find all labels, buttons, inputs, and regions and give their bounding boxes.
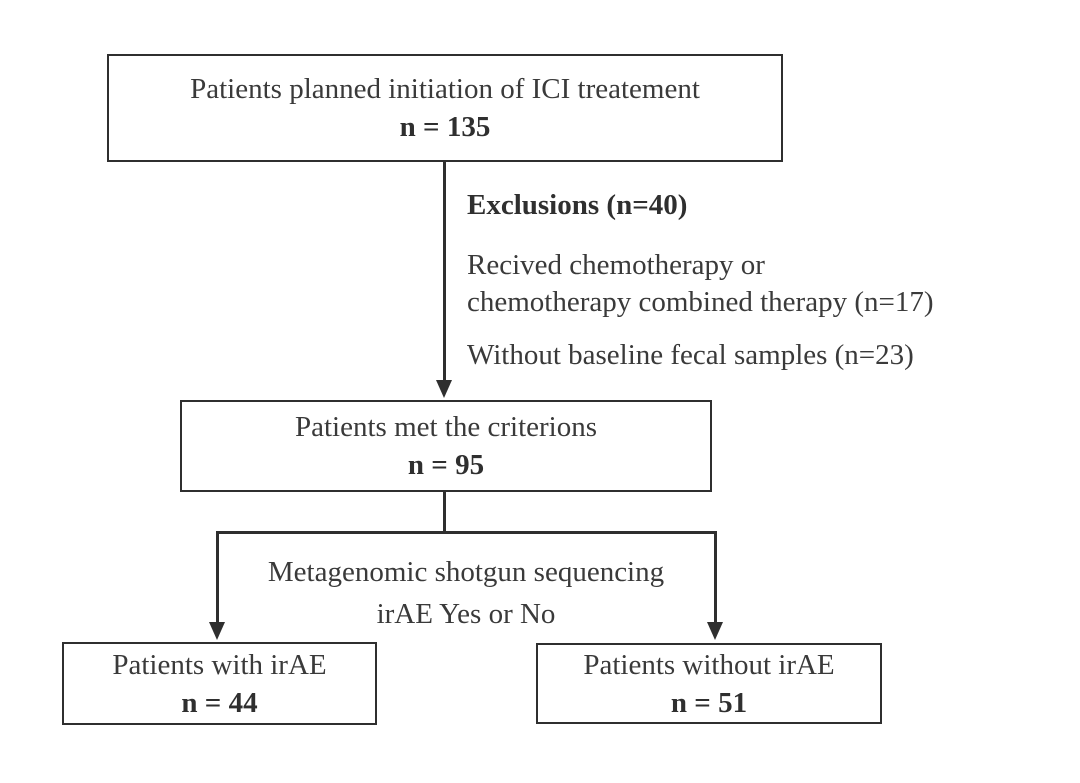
box-planned-initiation: Patients planned initiation of ICI treat…	[107, 54, 783, 162]
exclusions-reason2: Without baseline fecal samples (n=23)	[467, 339, 914, 371]
branch-label-line1: Metagenomic shotgun sequencing	[267, 556, 665, 588]
exclusions-reason1-line2: chemotherapy combined therapy (n=17)	[467, 286, 934, 318]
exclusions-reason1-line1: Recived chemotherapy or	[467, 249, 765, 281]
connector-branch-to-left	[216, 531, 219, 624]
box-without-irae-title: Patients without irAE	[583, 648, 835, 681]
branch-label: Metagenomic shotgun sequencing irAE Yes …	[160, 551, 772, 635]
box-planned-initiation-count: n = 135	[399, 111, 491, 143]
arrowhead-down-icon	[209, 622, 225, 640]
box-with-irae-count: n = 44	[181, 686, 258, 719]
box-planned-initiation-title: Patients planned initiation of ICI treat…	[190, 73, 700, 105]
branch-horizontal-connector	[216, 531, 717, 534]
exclusions-heading: Exclusions (n=40)	[467, 189, 688, 221]
box-met-criterions-count: n = 95	[407, 449, 485, 481]
connector-top-to-middle	[443, 162, 446, 384]
box-without-irae: Patients without irAE n = 51	[536, 643, 882, 724]
connector-middle-to-branch	[443, 492, 446, 534]
box-met-criterions: Patients met the criterions n = 95	[180, 400, 712, 492]
branch-label-line2: irAE Yes or No	[376, 598, 556, 630]
connector-branch-to-right	[714, 531, 717, 624]
box-met-criterions-title: Patients met the criterions	[294, 411, 597, 443]
box-with-irae: Patients with irAE n = 44	[62, 642, 377, 725]
arrowhead-down-icon	[436, 380, 452, 398]
box-without-irae-count: n = 51	[670, 686, 748, 719]
arrowhead-down-icon	[707, 622, 723, 640]
box-with-irae-title: Patients with irAE	[112, 648, 327, 681]
